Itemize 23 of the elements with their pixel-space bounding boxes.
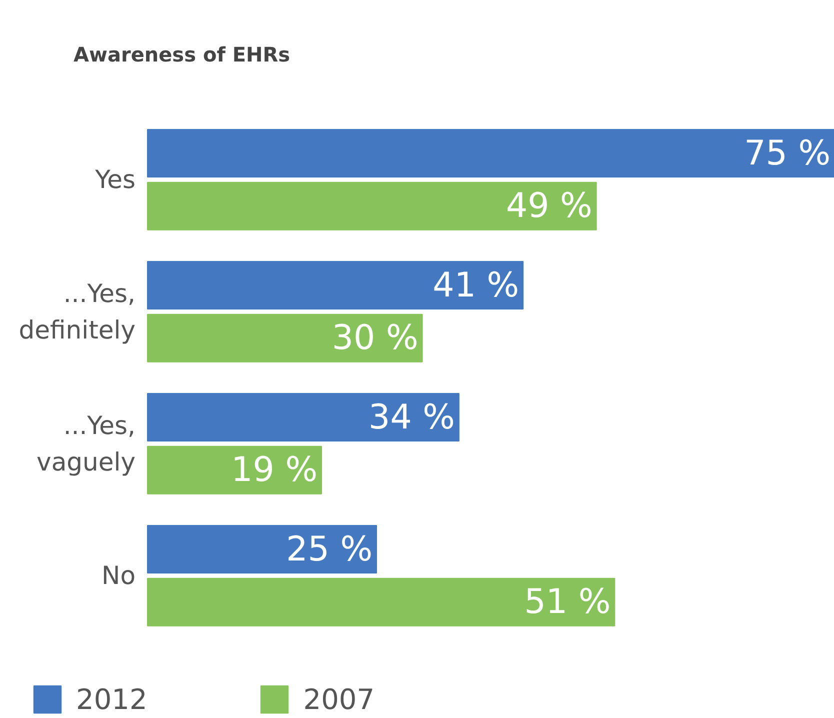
y-tick-label: No — [102, 561, 136, 590]
data-label: 75 % — [744, 133, 831, 174]
data-label: 51 % — [524, 582, 611, 622]
legend-label: 2012 — [76, 682, 148, 716]
bar — [147, 182, 597, 230]
y-tick-label: ...Yes, vaguely — [36, 411, 136, 476]
bar — [147, 578, 616, 626]
legend-label: 2007 — [303, 682, 375, 716]
bar — [147, 525, 377, 574]
data-label: 34 % — [368, 397, 455, 438]
data-label: 30 % — [332, 318, 418, 358]
y-tick-label: ...Yes, definitely — [18, 279, 136, 344]
y-tick-label: Yes — [94, 165, 136, 194]
data-label: 49 % — [506, 186, 592, 226]
bar — [147, 314, 423, 362]
bar — [147, 261, 524, 310]
bar — [147, 393, 460, 442]
bar — [147, 129, 834, 178]
data-label: 41 % — [432, 265, 520, 306]
data-label: 19 % — [231, 450, 318, 490]
bar — [147, 446, 322, 494]
data-label: 25 % — [286, 529, 373, 570]
chart-title: Awareness of EHRs — [74, 42, 290, 66]
